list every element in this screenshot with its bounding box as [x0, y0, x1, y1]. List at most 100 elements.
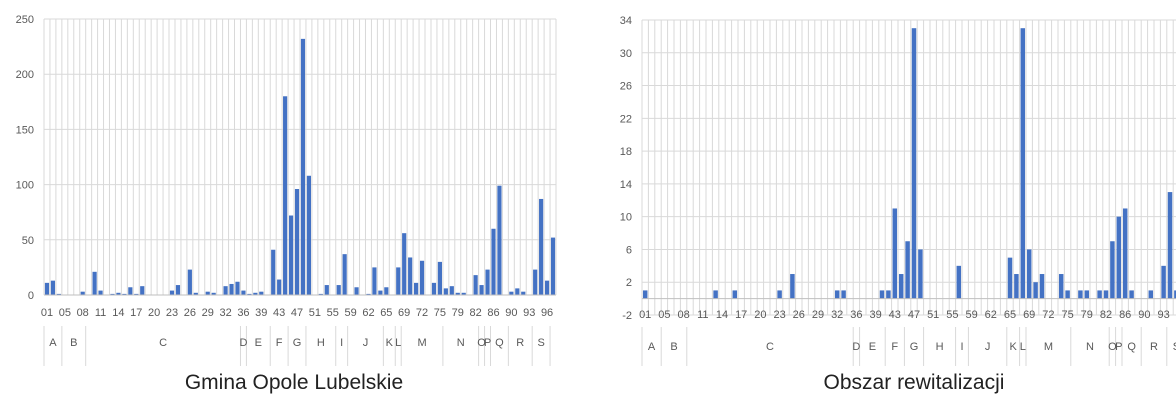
section-label: M: [417, 337, 426, 349]
bar: [886, 290, 891, 299]
bar: [515, 288, 520, 295]
bar: [1020, 28, 1026, 299]
x-tick-label: 72: [416, 307, 428, 319]
bar: [834, 290, 840, 299]
bar: [1084, 290, 1090, 299]
x-tick-label: 32: [831, 309, 843, 321]
section-label: M: [1044, 341, 1053, 353]
section-label: P: [484, 337, 491, 349]
x-tick-label: 69: [398, 307, 410, 319]
x-tick-label: 62: [362, 307, 374, 319]
bar: [98, 290, 103, 295]
bar: [259, 291, 264, 295]
y-tick-label: 100: [16, 180, 34, 192]
bar: [790, 274, 795, 299]
bar: [841, 290, 846, 299]
bar: [491, 228, 496, 295]
section-label: N: [1086, 341, 1094, 353]
section-label: L: [395, 337, 401, 349]
section-label: L: [1020, 341, 1026, 353]
bar: [443, 288, 448, 295]
x-tick-label: 55: [946, 309, 958, 321]
bar: [247, 293, 252, 295]
bar: [300, 38, 306, 295]
bar: [324, 285, 329, 295]
bar: [169, 290, 175, 295]
bar: [713, 290, 718, 299]
y-tick-label: 200: [16, 69, 34, 81]
x-tick-label: 75: [1061, 309, 1073, 321]
x-tick-label: 08: [677, 309, 689, 321]
y-tick-label: 14: [620, 179, 632, 191]
section-label: A: [49, 337, 57, 349]
x-tick-label: 90: [505, 307, 517, 319]
section-label: G: [293, 337, 302, 349]
bar: [253, 292, 258, 295]
bar: [366, 293, 371, 295]
section-label: F: [276, 337, 283, 349]
bar: [56, 293, 61, 295]
x-tick-label: 65: [1004, 309, 1016, 321]
x-tick-label: 47: [291, 307, 303, 319]
bar: [318, 293, 323, 295]
bar: [277, 279, 282, 295]
chart-title: Obszar rewitalizacji: [824, 371, 1005, 394]
x-tick-label: 62: [985, 309, 997, 321]
x-tick-label: 43: [889, 309, 901, 321]
section-label: D: [852, 341, 860, 353]
x-tick-label: 39: [869, 309, 881, 321]
x-tick-label: 20: [148, 307, 160, 319]
x-tick-label: 82: [470, 307, 482, 319]
bar: [354, 287, 359, 295]
x-tick-label: 23: [773, 309, 785, 321]
bar: [283, 96, 288, 295]
bar: [1065, 290, 1070, 299]
x-tick-label: 59: [965, 309, 977, 321]
bar: [485, 269, 490, 295]
section-label: J: [363, 337, 369, 349]
bar: [1167, 192, 1173, 299]
x-tick-label: 75: [434, 307, 446, 319]
x-tick-label: 39: [255, 307, 267, 319]
bar: [1039, 274, 1045, 299]
section-label: E: [255, 337, 262, 349]
bar: [497, 185, 502, 295]
section-label: A: [648, 341, 656, 353]
bar: [437, 261, 442, 295]
bar: [229, 283, 234, 295]
bar: [892, 208, 898, 299]
bar: [372, 267, 377, 295]
bar: [455, 292, 460, 295]
bar: [777, 290, 782, 299]
bar: [1033, 282, 1038, 299]
bar: [642, 290, 648, 299]
section-label: I: [340, 337, 343, 349]
section-label: P: [1115, 341, 1122, 353]
x-tick-label: 90: [1138, 309, 1150, 321]
x-tick-label: 29: [812, 309, 824, 321]
x-tick-label: 26: [793, 309, 805, 321]
x-tick-label: 11: [95, 307, 106, 319]
bar: [134, 293, 139, 295]
y-tick-label: 50: [22, 235, 34, 247]
bar: [918, 249, 923, 299]
bar: [1078, 290, 1083, 299]
bar: [1129, 290, 1134, 299]
bar: [402, 233, 407, 295]
bar: [1116, 216, 1122, 299]
bar: [461, 292, 466, 295]
section-label: O: [477, 337, 486, 349]
y-tick-label: -2: [622, 310, 632, 322]
section-label: F: [891, 341, 898, 353]
x-tick-label: 72: [1042, 309, 1054, 321]
bar: [193, 292, 198, 295]
x-tick-label: 82: [1100, 309, 1112, 321]
chart-title: Gmina Opole Lubelskie: [185, 371, 403, 394]
bar: [211, 292, 216, 295]
y-tick-label: 250: [16, 14, 34, 26]
x-tick-label: 96: [541, 307, 553, 319]
bar: [539, 198, 544, 295]
y-tick-label: 10: [620, 212, 632, 224]
section-label: B: [70, 337, 77, 349]
